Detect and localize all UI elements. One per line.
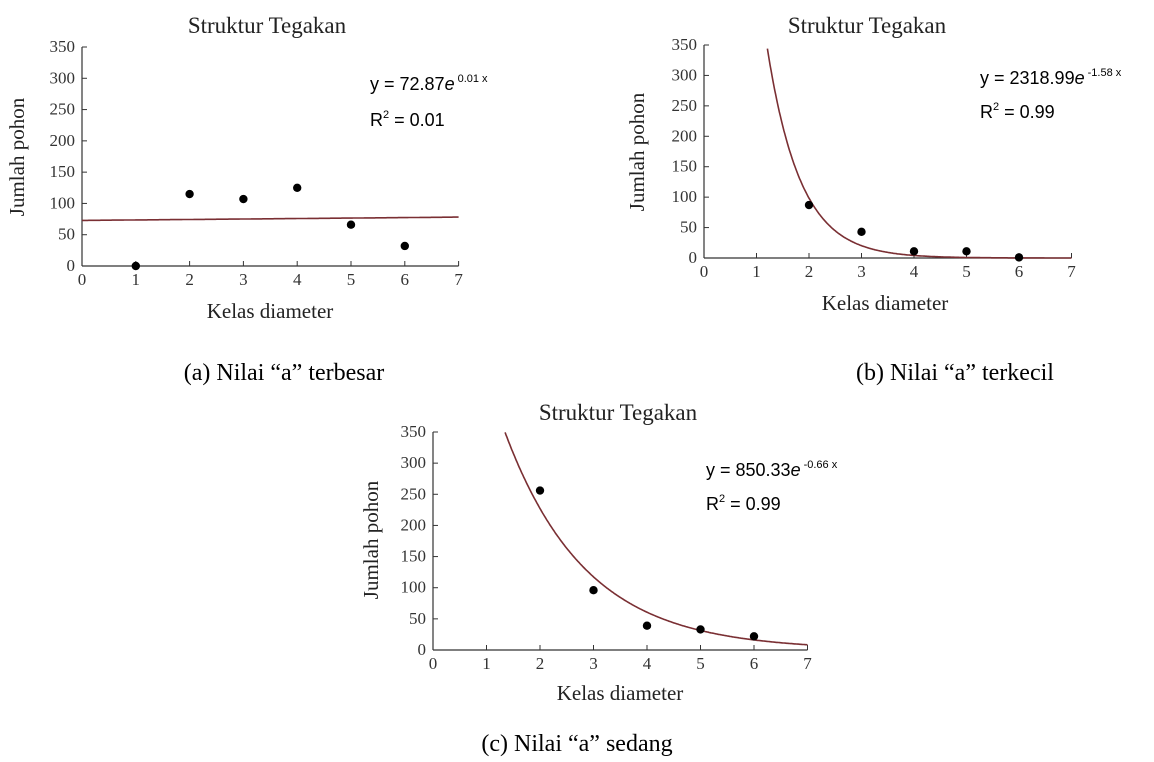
- y-tick-label: 150: [401, 547, 427, 566]
- x-tick-label: 2: [536, 654, 545, 673]
- fit-equation: y = 850.33e -0.66 x: [706, 459, 838, 480]
- data-point: [589, 586, 598, 595]
- x-tick-label: 1: [752, 262, 761, 281]
- x-tick-label: 3: [239, 270, 248, 289]
- data-point: [962, 247, 971, 256]
- y-tick-label: 100: [50, 193, 76, 212]
- chart-title: Struktur Tegakan: [539, 400, 698, 425]
- y-tick-label: 150: [50, 162, 76, 181]
- x-tick-label: 2: [805, 262, 814, 281]
- data-point: [696, 625, 705, 634]
- y-tick-label: 300: [672, 65, 698, 84]
- trendline: [82, 216, 459, 222]
- data-point: [909, 247, 919, 256]
- data-point: [239, 194, 248, 204]
- y-tick-label: 150: [672, 157, 698, 176]
- x-tick-label: 4: [293, 270, 302, 289]
- x-tick-label: 1: [482, 654, 491, 673]
- y-tick-label: 50: [58, 225, 75, 244]
- r-squared: R2 = 0.99: [706, 493, 781, 514]
- data-point: [185, 189, 194, 199]
- y-axis-label: Jumlah pohon: [625, 92, 649, 211]
- x-tick-label: 3: [589, 654, 598, 673]
- x-tick-label: 7: [454, 270, 463, 289]
- y-tick-label: 0: [689, 248, 698, 267]
- y-axis-label: Jumlah pohon: [359, 480, 383, 599]
- y-tick-label: 0: [67, 256, 76, 275]
- fit-equation: y = 2318.99e -1.58 x: [980, 67, 1122, 88]
- y-tick-label: 50: [409, 609, 426, 628]
- r-squared: R2 = 0.99: [980, 101, 1055, 122]
- chart-panel-c: Struktur Tegakan 0 50 100 150 200 250 300 350 0 1 2…: [359, 400, 838, 757]
- figure-caption: (c) Nilai “a” sedang: [481, 731, 672, 757]
- chart-title: Struktur Tegakan: [188, 13, 347, 38]
- x-axis-label: Kelas diameter: [822, 291, 949, 315]
- chart-panel-a: Struktur Tegakan 0 50 100 150 200 250 300 350 0 1 2…: [5, 13, 488, 386]
- data-point: [857, 227, 866, 237]
- data-point: [400, 241, 409, 251]
- y-tick-label: 300: [401, 453, 427, 472]
- y-tick-label: 0: [418, 640, 427, 659]
- x-tick-label: 0: [700, 262, 709, 281]
- x-tick-label: 0: [429, 654, 438, 673]
- x-tick-label: 5: [696, 654, 705, 673]
- x-tick-label: 5: [347, 270, 356, 289]
- data-point: [749, 632, 759, 641]
- y-tick-label: 200: [672, 126, 698, 145]
- x-tick-label: 3: [857, 262, 866, 281]
- data-point: [293, 183, 302, 192]
- y-tick-label: 250: [672, 96, 698, 115]
- x-tick-label: 2: [185, 270, 194, 289]
- r-squared: R2 = 0.01: [370, 109, 445, 130]
- x-tick-label: 6: [750, 654, 759, 673]
- y-tick-label: 100: [401, 578, 427, 597]
- y-axis-label: Jumlah pohon: [5, 97, 29, 216]
- y-tick-label: 350: [401, 422, 427, 441]
- x-tick-label: 5: [962, 262, 971, 281]
- x-tick-label: 1: [132, 270, 141, 289]
- data-point: [1014, 253, 1024, 262]
- y-tick-label: 350: [672, 35, 698, 54]
- data-point: [804, 200, 814, 210]
- y-tick-label: 300: [50, 68, 76, 87]
- x-tick-label: 4: [910, 262, 919, 281]
- x-axis-label: Kelas diameter: [557, 681, 684, 705]
- chart-title: Struktur Tegakan: [788, 13, 947, 38]
- x-tick-label: 7: [803, 654, 812, 673]
- x-tick-label: 4: [643, 654, 652, 673]
- x-tick-label: 6: [1015, 262, 1024, 281]
- y-tick-label: 200: [401, 515, 427, 534]
- y-tick-label: 250: [401, 484, 427, 503]
- y-tick-label: 200: [50, 131, 76, 150]
- x-tick-label: 6: [401, 270, 410, 289]
- figure-caption: (a) Nilai “a” terbesar: [184, 360, 385, 386]
- y-tick-label: 100: [672, 187, 698, 206]
- figure-caption: (b) Nilai “a” terkecil: [856, 360, 1054, 386]
- fit-equation: y = 72.87e 0.01 x: [370, 73, 488, 94]
- y-tick-label: 250: [50, 100, 76, 119]
- y-tick-label: 350: [50, 37, 76, 56]
- x-tick-label: 7: [1067, 262, 1076, 281]
- data-point: [535, 486, 545, 495]
- data-point: [642, 621, 652, 630]
- x-axis-label: Kelas diameter: [207, 299, 334, 323]
- y-tick-label: 50: [680, 218, 697, 237]
- data-point: [346, 220, 356, 229]
- x-tick-label: 0: [78, 270, 87, 289]
- chart-panel-b: Struktur Tegakan 0 50 100 150 200 250 300 350 0 1 2…: [625, 13, 1122, 386]
- data-point: [131, 261, 140, 271]
- trendline: [504, 432, 808, 646]
